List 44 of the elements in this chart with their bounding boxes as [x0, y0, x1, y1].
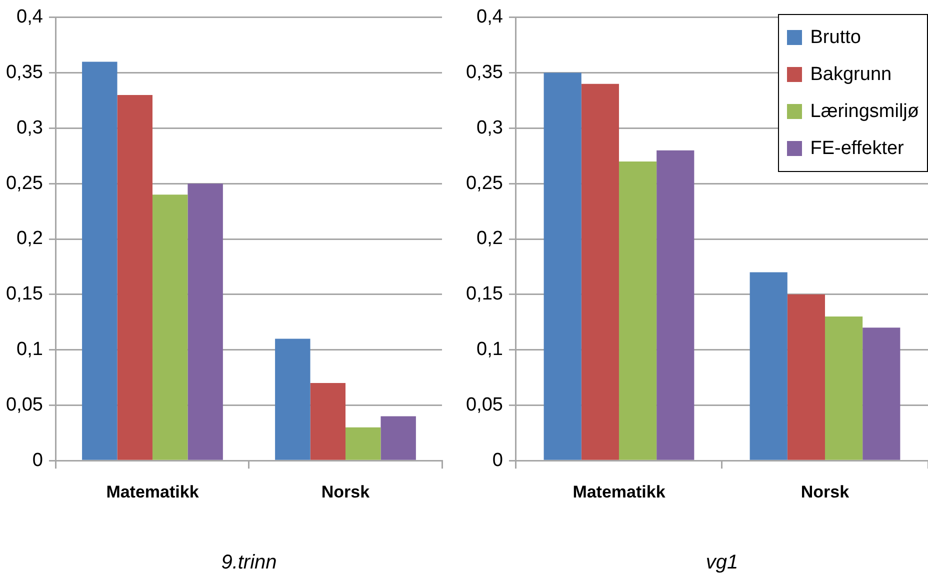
y-tick-label: 0,4: [16, 6, 44, 28]
y-tick-label: 0,25: [6, 172, 43, 194]
legend-label: FE-effekter: [810, 138, 904, 160]
y-tick-label: 0,4: [476, 6, 504, 28]
legend-label: Brutto: [810, 26, 861, 48]
y-tick-label: 0,05: [466, 394, 503, 416]
y-tick-label: 0,1: [476, 339, 503, 360]
x-axis-title: vg1: [706, 552, 738, 574]
bar: [310, 383, 346, 460]
y-tick-label: 0,15: [466, 284, 503, 305]
bar: [750, 272, 788, 460]
x-tick-label: Norsk: [321, 482, 370, 502]
y-tick-label: 0: [32, 450, 43, 471]
x-tick-label: Matematikk: [106, 482, 200, 502]
legend-label: Læringsmiljø: [810, 100, 919, 122]
bar: [618, 161, 657, 460]
bar: [117, 94, 152, 460]
bar: [824, 316, 863, 460]
y-tick-label: 0,25: [466, 172, 503, 194]
y-tick-label: 0,35: [466, 62, 503, 84]
y-tick-label: 0,1: [16, 339, 43, 360]
y-tick-label: 0,3: [476, 117, 503, 138]
x-tick-label: Matematikk: [572, 482, 666, 502]
x-tick-label: Norsk: [800, 482, 850, 502]
bar: [152, 194, 188, 460]
bar: [787, 294, 825, 460]
y-tick-label: 0,15: [6, 284, 43, 305]
y-tick-label: 0,35: [6, 62, 43, 84]
bar: [188, 184, 223, 460]
bar: [862, 328, 900, 460]
y-tick-label: 0,2: [16, 228, 43, 250]
y-tick-label: 0,05: [6, 394, 43, 416]
y-tick-label: 0,2: [476, 228, 503, 250]
bar: [544, 72, 582, 460]
y-tick-label: 0: [492, 450, 503, 471]
bar: [380, 416, 416, 460]
legend-label: Bakgrunn: [810, 64, 892, 86]
bar: [82, 62, 118, 460]
x-axis-title: 9.trinn: [221, 552, 277, 574]
y-tick-label: 0,3: [16, 117, 43, 138]
bar: [275, 338, 310, 460]
bar: [581, 84, 619, 460]
bar: [345, 427, 381, 460]
bar: [656, 150, 694, 460]
